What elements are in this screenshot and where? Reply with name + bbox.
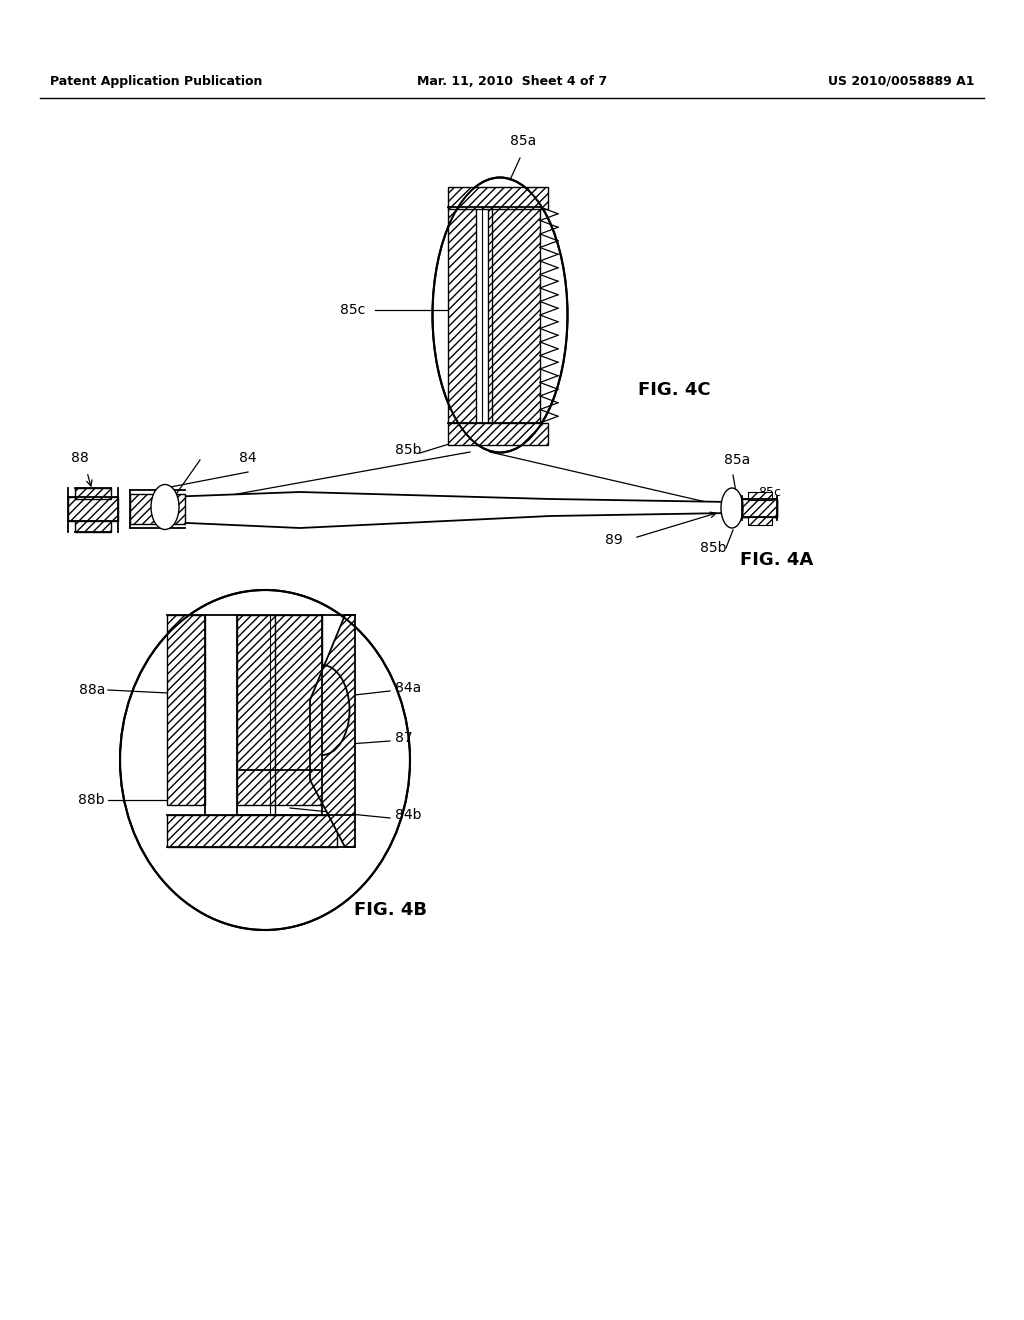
Ellipse shape	[721, 488, 743, 528]
Text: 89: 89	[605, 533, 623, 546]
Text: 85c: 85c	[758, 486, 781, 499]
Text: 87: 87	[395, 731, 413, 744]
Text: 84: 84	[240, 451, 257, 465]
Text: FIG. 4C: FIG. 4C	[638, 381, 711, 399]
Ellipse shape	[120, 590, 410, 931]
Bar	[167, 615, 205, 805]
Bar	[449, 187, 548, 209]
Bar	[742, 499, 777, 517]
Polygon shape	[165, 492, 730, 528]
Polygon shape	[310, 615, 355, 847]
Text: Patent Application Publication: Patent Application Publication	[50, 75, 262, 88]
Bar	[748, 492, 772, 500]
Bar	[488, 207, 540, 422]
Bar	[748, 517, 772, 525]
Text: 88b: 88b	[79, 793, 105, 807]
Text: FIG. 4A: FIG. 4A	[740, 550, 813, 569]
Text: 85a: 85a	[724, 453, 751, 467]
Bar	[130, 494, 185, 524]
Bar	[68, 498, 118, 521]
Text: FIG. 4B: FIG. 4B	[353, 902, 427, 919]
Bar	[75, 488, 111, 499]
Text: 85c: 85c	[340, 304, 366, 317]
Text: US 2010/0058889 A1: US 2010/0058889 A1	[827, 75, 974, 88]
Bar	[75, 521, 111, 532]
Text: Mar. 11, 2010  Sheet 4 of 7: Mar. 11, 2010 Sheet 4 of 7	[417, 75, 607, 88]
Bar	[237, 615, 322, 805]
Text: 84b: 84b	[395, 808, 422, 822]
Ellipse shape	[151, 484, 179, 529]
Bar	[742, 499, 777, 517]
Text: 88a: 88a	[79, 682, 105, 697]
Bar	[449, 422, 548, 445]
Text: 84a: 84a	[395, 681, 421, 696]
Bar	[167, 814, 337, 847]
Bar	[449, 207, 476, 422]
Text: 88: 88	[71, 451, 89, 465]
Text: 85b: 85b	[395, 444, 422, 457]
Ellipse shape	[432, 177, 567, 453]
Text: 85b: 85b	[700, 541, 726, 554]
Text: 85a: 85a	[510, 135, 537, 148]
